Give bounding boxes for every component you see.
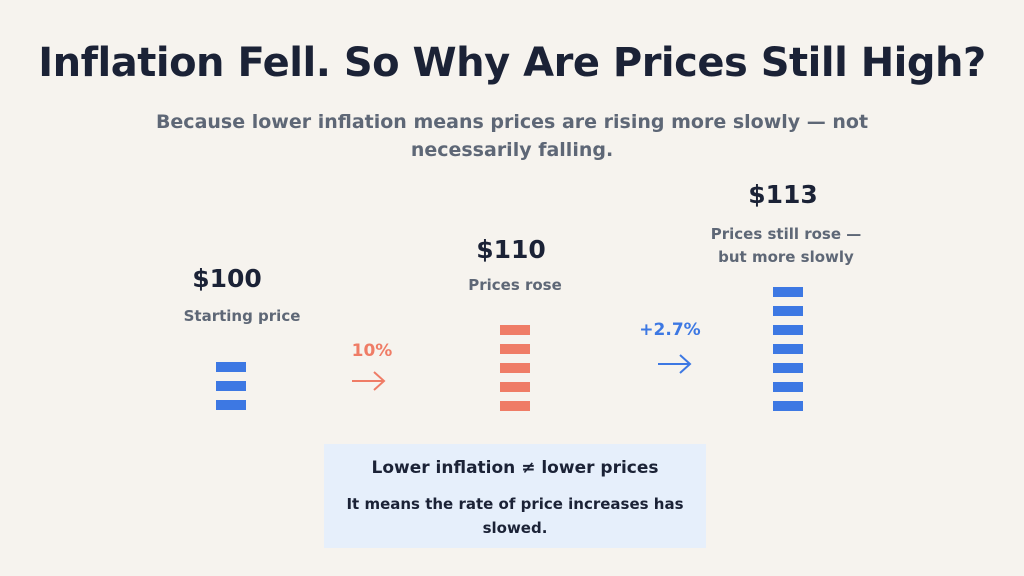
stage-3-brick <box>773 382 803 392</box>
stage-3-caption-line-2: but more slowly <box>718 248 854 266</box>
arrow-right-icon <box>352 371 386 391</box>
explanation-note: Lower inflation ≠ lower prices It means … <box>324 444 706 548</box>
stage-3-caption-line-1: Prices still rose — <box>710 225 862 243</box>
stage-2-price: $110 <box>476 235 546 264</box>
stage-1-price: $100 <box>192 264 262 293</box>
stage-2-caption-line: Prices rose <box>468 276 562 294</box>
change-1-label: 10% <box>351 341 393 361</box>
stage-3-brick <box>773 363 803 373</box>
page-subtitle: Because lower inflation means prices are… <box>155 111 869 161</box>
stage-1-brick <box>216 381 246 391</box>
stage-1-brick <box>216 362 246 372</box>
stage-1-brick <box>216 400 246 410</box>
stage-3-brick <box>773 325 803 335</box>
stage-3-brick <box>773 287 803 297</box>
stage-3-caption: Prices still rose — but more slowly <box>686 223 886 269</box>
note-body: It means the rate of price increases has… <box>346 495 684 537</box>
stage-2-brick <box>500 325 530 335</box>
arrow-right-icon <box>658 354 692 374</box>
stage-2-brick <box>500 363 530 373</box>
stage-2-brick <box>500 401 530 411</box>
stage-1-caption: Starting price <box>142 305 342 328</box>
stage-3-brick <box>773 344 803 354</box>
note-heading: Lower inflation ≠ lower prices <box>371 458 659 478</box>
page-title: Inflation Fell. So Why Are Prices Still … <box>38 40 986 86</box>
stage-3-brick <box>773 401 803 411</box>
stage-1-caption-line: Starting price <box>183 307 301 325</box>
stage-2-brick <box>500 382 530 392</box>
stage-3-price: $113 <box>748 180 818 209</box>
stage-2-brick <box>500 344 530 354</box>
change-2-label: +2.7% <box>639 320 701 340</box>
stage-3-brick <box>773 306 803 316</box>
stage-2-caption: Prices rose <box>415 274 615 297</box>
